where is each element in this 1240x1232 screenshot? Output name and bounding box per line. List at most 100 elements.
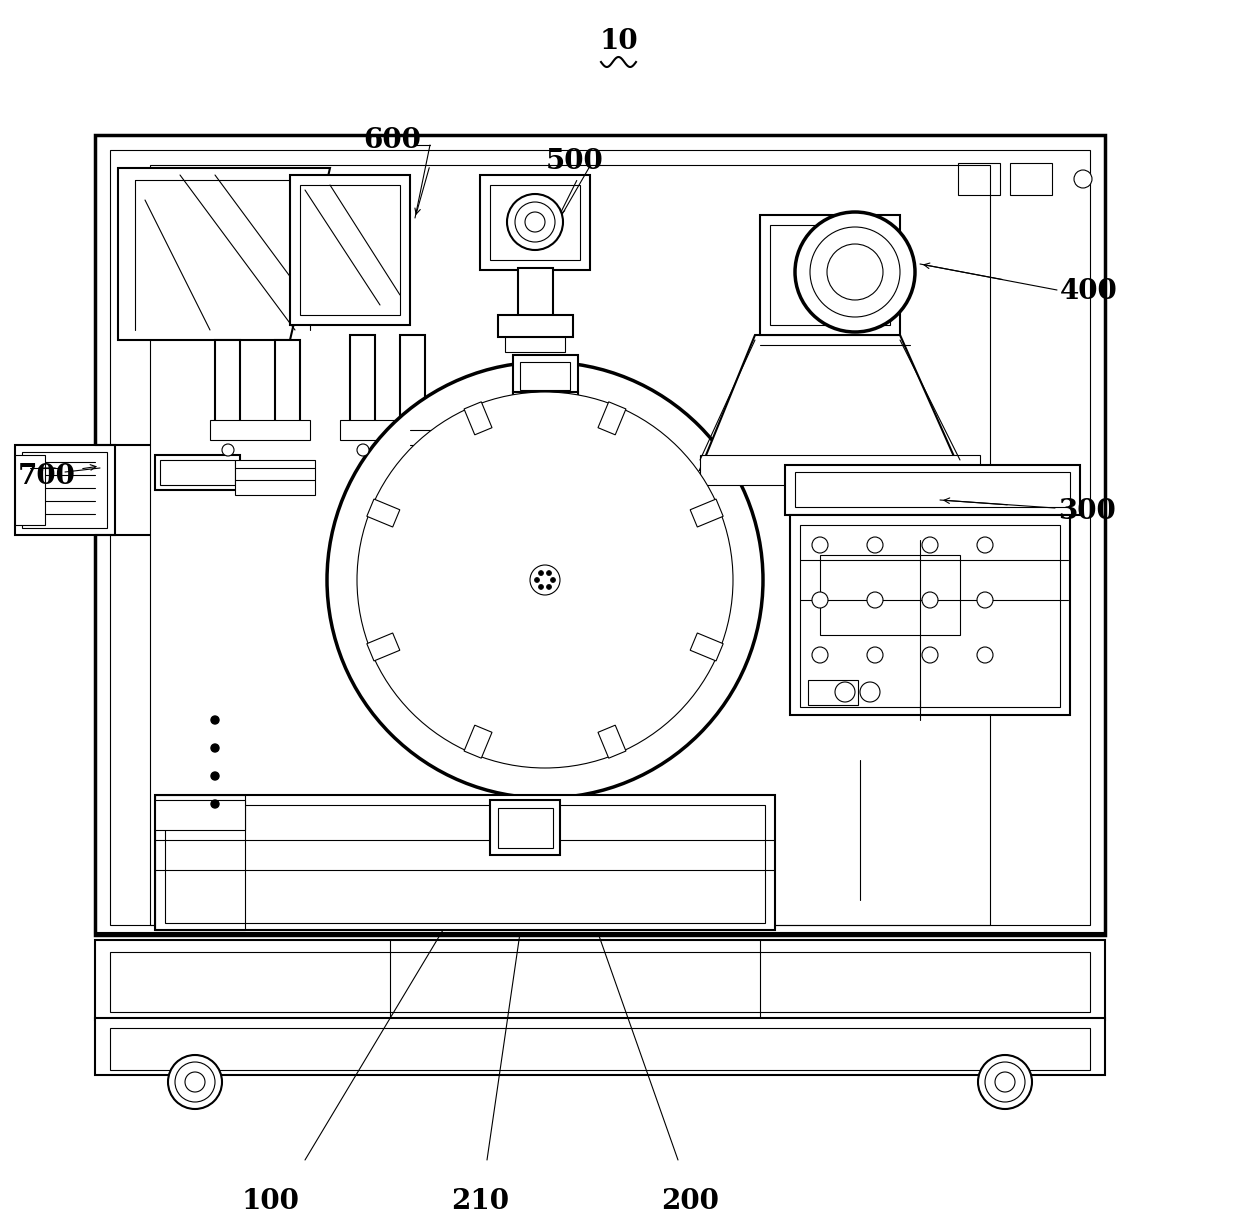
Circle shape (795, 212, 915, 331)
Circle shape (827, 244, 883, 301)
Bar (520, 362, 570, 391)
Polygon shape (701, 335, 960, 469)
Bar (210, 420, 310, 440)
Bar (165, 804, 765, 923)
Bar (340, 420, 440, 440)
Circle shape (551, 578, 556, 583)
Polygon shape (367, 499, 399, 527)
Bar (95, 940, 1105, 1020)
Circle shape (547, 570, 552, 575)
Circle shape (994, 1072, 1016, 1092)
Bar (701, 455, 980, 485)
Text: 700: 700 (19, 463, 76, 490)
Circle shape (507, 193, 563, 250)
Circle shape (538, 570, 543, 575)
Bar (480, 175, 590, 270)
Bar (498, 315, 573, 338)
Text: 200: 200 (661, 1188, 719, 1215)
Bar (95, 1018, 1105, 1076)
Circle shape (167, 1055, 222, 1109)
Polygon shape (367, 633, 399, 660)
Circle shape (812, 537, 828, 553)
Bar (760, 216, 900, 335)
Circle shape (867, 537, 883, 553)
Bar (160, 460, 236, 485)
Circle shape (1074, 170, 1092, 188)
Bar (22, 452, 107, 529)
Bar (513, 392, 578, 416)
Circle shape (861, 683, 880, 702)
Polygon shape (464, 402, 492, 435)
Circle shape (977, 647, 993, 663)
Polygon shape (598, 402, 626, 435)
Circle shape (923, 593, 937, 609)
Bar (959, 163, 999, 195)
Bar (770, 225, 890, 325)
Bar (808, 680, 858, 705)
Bar (215, 340, 241, 430)
Circle shape (515, 202, 556, 241)
Bar (300, 185, 401, 315)
Bar (795, 472, 1070, 508)
Bar (110, 1027, 1090, 1071)
Polygon shape (691, 499, 723, 527)
Circle shape (211, 772, 219, 780)
Text: 400: 400 (1060, 278, 1117, 306)
Polygon shape (464, 726, 492, 758)
Polygon shape (118, 168, 330, 340)
Bar (155, 795, 775, 930)
Circle shape (978, 1055, 1032, 1109)
Bar (290, 175, 410, 325)
Circle shape (923, 537, 937, 553)
Bar (498, 808, 553, 848)
Bar (1011, 163, 1052, 195)
Text: 100: 100 (241, 1188, 299, 1215)
Circle shape (357, 392, 733, 768)
Bar (490, 185, 580, 260)
Bar (110, 952, 1090, 1011)
Circle shape (222, 444, 234, 456)
Circle shape (977, 593, 993, 609)
Polygon shape (691, 633, 723, 660)
Text: 10: 10 (600, 28, 639, 55)
Circle shape (327, 362, 763, 798)
Text: 300: 300 (1058, 498, 1116, 525)
Bar (785, 464, 1080, 515)
Circle shape (534, 578, 539, 583)
Circle shape (525, 212, 546, 232)
Circle shape (529, 565, 560, 595)
Text: 600: 600 (363, 127, 420, 154)
Bar (518, 269, 553, 318)
Bar (790, 515, 1070, 715)
Bar (820, 554, 960, 634)
Bar (155, 795, 246, 930)
Circle shape (211, 716, 219, 724)
Bar (350, 335, 374, 425)
Circle shape (977, 537, 993, 553)
Bar (110, 150, 1090, 925)
Bar (155, 800, 246, 830)
Circle shape (357, 444, 370, 456)
Bar (505, 338, 565, 352)
Bar (155, 455, 241, 490)
Bar (15, 455, 45, 525)
Circle shape (985, 1062, 1025, 1101)
Text: 500: 500 (546, 148, 604, 175)
Bar (490, 800, 560, 855)
Bar (150, 165, 990, 925)
Bar (275, 340, 300, 430)
Bar (401, 335, 425, 425)
Circle shape (923, 647, 937, 663)
Bar (15, 445, 115, 535)
Circle shape (175, 1062, 215, 1101)
Polygon shape (598, 726, 626, 758)
Circle shape (810, 227, 900, 317)
Circle shape (812, 647, 828, 663)
Bar (236, 460, 315, 495)
Circle shape (538, 584, 543, 589)
Bar (513, 355, 578, 395)
Circle shape (867, 593, 883, 609)
Circle shape (812, 593, 828, 609)
Circle shape (835, 683, 856, 702)
Bar (800, 525, 1060, 707)
